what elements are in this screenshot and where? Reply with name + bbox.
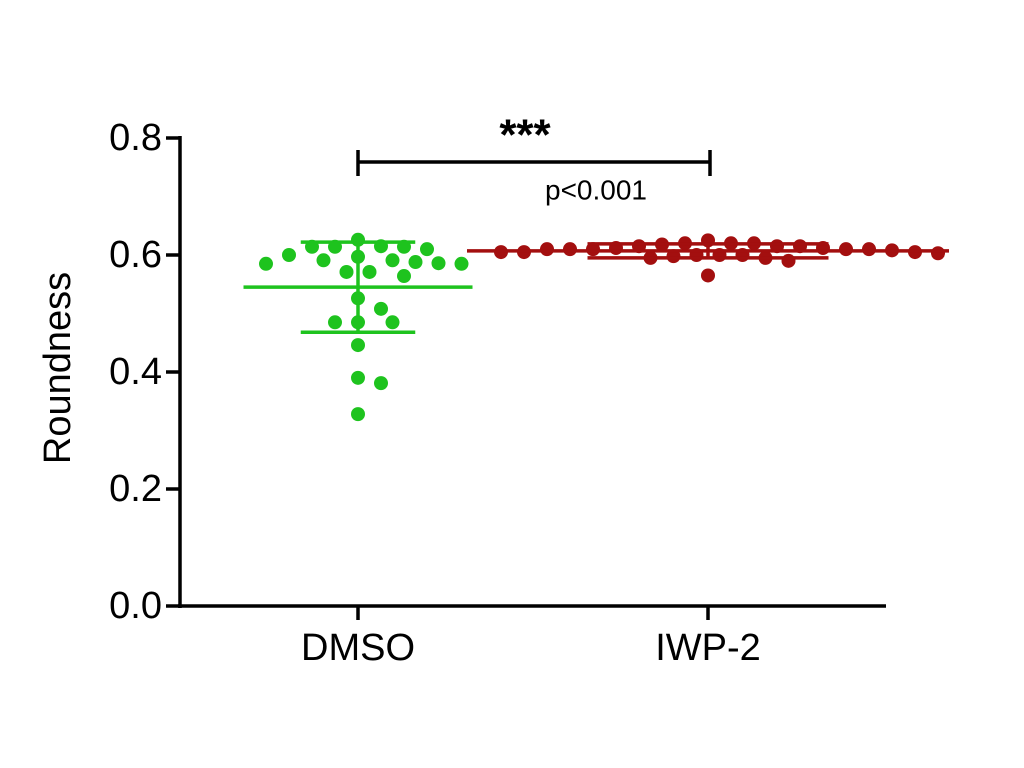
y-tick-label: 0.4 [109, 351, 162, 393]
data-point [374, 376, 388, 391]
data-point [454, 256, 469, 271]
y-tick-label: 0.2 [109, 468, 162, 510]
data-point [563, 242, 577, 257]
y-tick-label: 0.8 [109, 117, 162, 159]
data-point [282, 248, 296, 262]
data-point [397, 269, 411, 284]
data-point [316, 253, 331, 268]
data-point [385, 315, 400, 330]
data-point [862, 242, 876, 257]
data-point [931, 246, 945, 261]
data-point [385, 253, 400, 268]
significance-stars: *** [499, 111, 551, 160]
y-axis-label: Roundness [37, 272, 79, 464]
significance-bracket [356, 150, 712, 176]
data-point [431, 256, 446, 271]
sd-bar [587, 242, 829, 260]
data-point [420, 242, 434, 257]
data-point [339, 264, 354, 279]
data-point [362, 264, 377, 279]
data-point [351, 370, 365, 385]
y-tick-label: 0.6 [109, 234, 162, 276]
data-point [328, 315, 342, 330]
data-point [839, 242, 853, 257]
data-point [351, 338, 365, 353]
data-point [701, 268, 715, 283]
data-point [259, 256, 273, 271]
data-point [540, 242, 554, 257]
data-point [781, 253, 796, 268]
x-tick-label: IWP-2 [655, 627, 761, 669]
data-point [351, 407, 365, 422]
y-tick-label: 0.0 [109, 585, 162, 627]
x-tick-label: DMSO [301, 627, 415, 669]
data-point [408, 255, 423, 270]
sd-bar [300, 240, 416, 334]
data-point [374, 301, 388, 316]
p-value: p<0.001 [545, 174, 647, 205]
